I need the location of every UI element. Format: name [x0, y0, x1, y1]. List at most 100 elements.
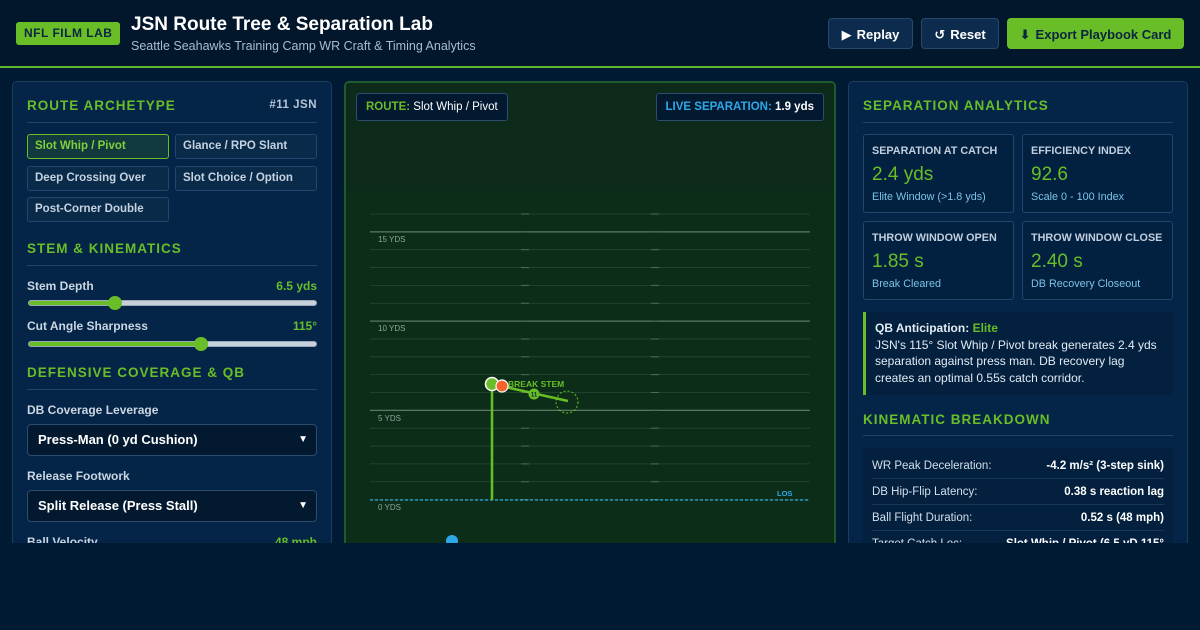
insight-text: JSN's 115° Slot Whip / Pivot break gener… [875, 337, 1157, 385]
metric-label: EFFICIENCY INDEX [1031, 145, 1131, 157]
stem-depth-slider[interactable] [28, 296, 317, 310]
yard-label-15: 15 YDS [378, 235, 405, 244]
route-option-post-corner[interactable]: Post-Corner Double [27, 197, 169, 222]
catch-point-marker [555, 390, 579, 414]
reset-label: Reset [950, 27, 986, 42]
jersey-number: #11 JSN [269, 99, 317, 111]
defender-marker[interactable] [495, 379, 509, 393]
stem-depth-fill [29, 301, 116, 305]
route-field-panel: 15 YDS 10 YDS 5 YDS 0 YDS LOS BREAK STEM… [344, 81, 836, 551]
route-option-slot-whip[interactable]: Slot Whip / Pivot [27, 134, 169, 159]
qb-anticipation-insight: QB Anticipation: Elite JSN's 115° Slot W… [863, 312, 1173, 395]
metric-label: SEPARATION AT CATCH [872, 145, 998, 157]
list-item: Ball Flight Duration: 0.52 s (48 mph) [872, 505, 1164, 531]
stem-depth-thumb[interactable] [108, 296, 123, 310]
cut-angle-label: Cut Angle Sharpness [27, 319, 148, 333]
yard-label-5: 5 YDS [378, 414, 401, 423]
play-icon: ▶ [841, 27, 852, 42]
divider [27, 122, 317, 123]
chevron-down-icon: ▼ [298, 434, 308, 445]
divider [863, 122, 1173, 123]
page-title: JSN Route Tree & Separation Lab [131, 14, 433, 35]
brand-badge: NFL FILM LAB [16, 22, 121, 45]
kin-value: -4.2 m/s² (3-step sink) [1046, 460, 1164, 472]
leverage-label: DB Coverage Leverage [27, 403, 159, 417]
cut-angle-value: 115° [292, 319, 317, 333]
yard-grid [370, 213, 810, 501]
los-label: LOS [777, 489, 792, 498]
route-option-deep-crossing[interactable]: Deep Crossing Over [27, 166, 169, 191]
kin-label: DB Hip-Flip Latency: [872, 486, 978, 498]
insight-rating: Elite [972, 321, 998, 335]
footwork-label: Release Footwork [27, 469, 130, 483]
kinematics-title: STEM & KINEMATICS [27, 241, 182, 256]
metric-throw-window-close: THROW WINDOW CLOSE 2.40 s DB Recovery Cl… [1022, 221, 1173, 300]
replay-button[interactable]: ▶ Replay [828, 18, 913, 49]
analytics-panel: SEPARATION ANALYTICS SEPARATION AT CATCH… [848, 81, 1188, 551]
stem-depth-label: Stem Depth [27, 279, 94, 293]
footwork-selected: Split Release (Press Stall) [38, 498, 198, 513]
app-header: NFL FILM LAB JSN Route Tree & Separation… [0, 0, 1200, 68]
reset-button[interactable]: ↺ Reset [921, 18, 999, 49]
divider [27, 265, 317, 266]
metric-label: THROW WINDOW OPEN [872, 232, 997, 244]
route-option-glance[interactable]: Glance / RPO Slant [175, 134, 317, 159]
metric-separation-at-catch: SEPARATION AT CATCH 2.4 yds Elite Window… [863, 134, 1014, 213]
field-surface [346, 191, 834, 549]
metric-throw-window-open: THROW WINDOW OPEN 1.85 s Break Cleared [863, 221, 1014, 300]
break-stem-label: BREAK STEM [508, 379, 564, 389]
footwork-select[interactable]: Split Release (Press Stall) ▼ [27, 490, 317, 522]
metric-value: 2.4 yds [872, 164, 934, 185]
metric-value: 1.85 s [872, 251, 924, 272]
list-item: WR Peak Deceleration: -4.2 m/s² (3-step s… [872, 453, 1164, 479]
kin-label: WR Peak Deceleration: [872, 460, 992, 472]
metric-sub: Scale 0 - 100 Index [1031, 191, 1125, 203]
kin-label: Ball Flight Duration: [872, 512, 973, 524]
yard-label-0: 0 YDS [378, 503, 401, 512]
metric-sub: DB Recovery Closeout [1031, 278, 1141, 290]
route-field-canvas[interactable]: 15 YDS 10 YDS 5 YDS 0 YDS LOS BREAK STEM… [346, 83, 834, 549]
leverage-selected: Press-Man (0 yd Cushion) [38, 432, 198, 447]
separation-analytics-title: SEPARATION ANALYTICS [863, 98, 1049, 113]
metric-efficiency-index: EFFICIENCY INDEX 92.6 Scale 0 - 100 Inde… [1022, 134, 1173, 213]
divider [863, 435, 1173, 436]
stem-depth-value: 6.5 yds [276, 279, 317, 293]
controls-panel: ROUTE ARCHETYPE #11 JSN Slot Whip / Pivo… [12, 81, 332, 551]
kinematic-breakdown-title: KINEMATIC BREAKDOWN [863, 412, 1051, 427]
route-tag: ROUTE: Slot Whip / Pivot [356, 93, 508, 121]
cut-angle-fill [29, 342, 202, 346]
metric-label: THROW WINDOW CLOSE [1031, 232, 1163, 244]
receiver-marker[interactable] [528, 388, 540, 400]
metric-value: 92.6 [1031, 164, 1068, 185]
refresh-icon: ↺ [934, 27, 946, 42]
leverage-select[interactable]: Press-Man (0 yd Cushion) ▼ [27, 424, 317, 456]
replay-label: Replay [856, 27, 900, 42]
kin-value: 0.38 s reaction lag [1064, 486, 1164, 498]
download-icon: ⬇ [1019, 27, 1031, 42]
route-tag-key: ROUTE: [366, 101, 411, 113]
kinematic-breakdown-list: WR Peak Deceleration: -4.2 m/s² (3-step s… [863, 448, 1173, 550]
cut-angle-thumb[interactable] [194, 337, 209, 351]
separation-tag-value: 1.9 yds [775, 101, 814, 113]
receiver-number: 11 [531, 393, 538, 399]
metric-sub: Break Cleared [872, 278, 942, 290]
export-label: Export Playbook Card [1035, 27, 1172, 42]
divider [27, 389, 317, 390]
kin-value: 0.52 s (48 mph) [1080, 512, 1164, 524]
metric-value: 2.40 s [1031, 251, 1083, 272]
separation-tag: LIVE SEPARATION: 1.9 yds [655, 93, 824, 121]
cut-angle-slider[interactable] [28, 337, 317, 351]
export-button[interactable]: ⬇ Export Playbook Card [1007, 18, 1184, 49]
list-item: DB Hip-Flip Latency: 0.38 s reaction lag [872, 479, 1164, 505]
page-background-bottom [0, 543, 1200, 630]
yard-label-10: 10 YDS [378, 324, 405, 333]
route-archetype-title: ROUTE ARCHETYPE [27, 98, 176, 113]
coverage-title: DEFENSIVE COVERAGE & QB [27, 365, 246, 380]
route-option-slot-choice[interactable]: Slot Choice / Option [175, 166, 317, 191]
metric-sub: Elite Window (>1.8 yds) [872, 191, 986, 203]
chevron-down-icon: ▼ [298, 500, 308, 511]
page-subtitle: Seattle Seahawks Training Camp WR Craft … [131, 39, 476, 53]
insight-key: QB Anticipation: [875, 321, 970, 335]
route-tag-value: Slot Whip / Pivot [413, 101, 498, 113]
separation-tag-key: LIVE SEPARATION: [665, 101, 772, 113]
